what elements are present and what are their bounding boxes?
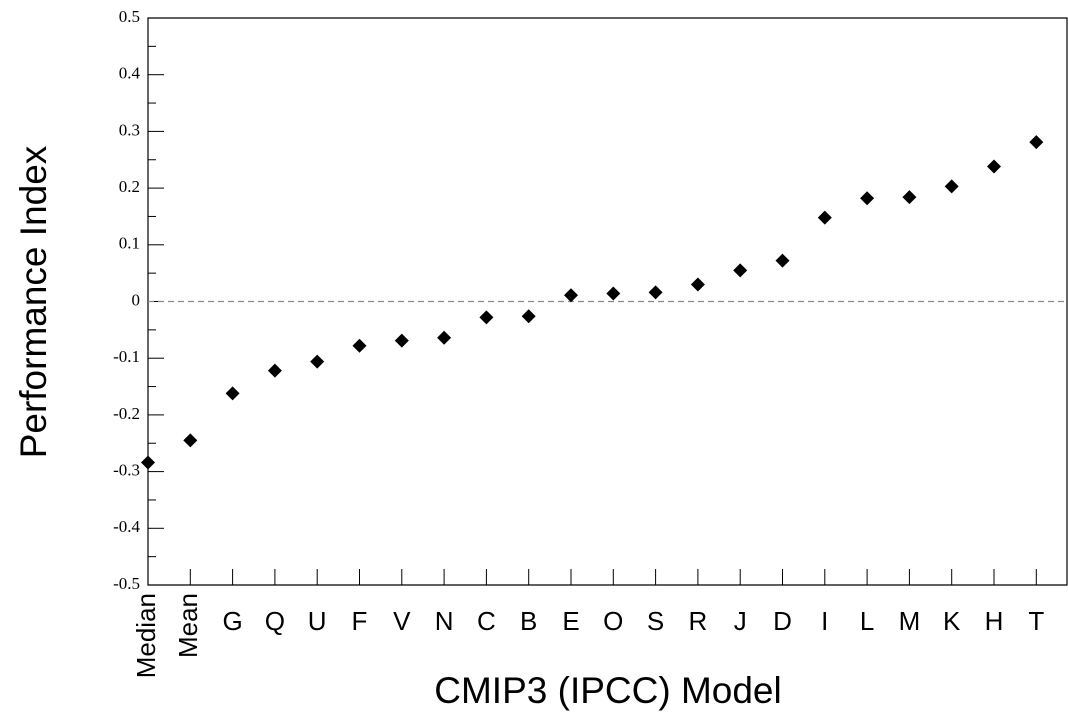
x-tick-label: Median <box>131 593 161 678</box>
point <box>267 363 282 378</box>
x-tick-label: V <box>393 606 411 636</box>
point <box>310 354 325 369</box>
x-tick-label: Mean <box>173 593 203 658</box>
point <box>225 386 240 401</box>
x-tick-label: C <box>477 606 496 636</box>
point <box>352 338 367 353</box>
x-tick-label: T <box>1028 606 1044 636</box>
point <box>648 285 663 300</box>
x-tick-label: L <box>860 606 874 636</box>
x-tick-label: G <box>222 606 242 636</box>
point <box>521 309 536 324</box>
y-tick-label: -0.5 <box>113 574 140 593</box>
point <box>860 191 875 206</box>
x-tick-label: O <box>603 606 623 636</box>
point <box>817 210 832 225</box>
y-tick-label: 0.2 <box>119 177 140 196</box>
point <box>944 179 959 194</box>
x-tick-label: I <box>821 606 828 636</box>
plot-frame <box>147 17 1068 586</box>
x-tick-label: B <box>520 606 537 636</box>
x-tick-label: R <box>689 606 708 636</box>
x-tick-label: J <box>734 606 747 636</box>
x-tick-label: K <box>943 606 961 636</box>
y-tick-label: -0.3 <box>113 461 140 480</box>
point <box>394 333 409 348</box>
y-tick-label: -0.2 <box>113 404 140 423</box>
x-tick-label: H <box>985 606 1004 636</box>
y-tick-label: -0.1 <box>113 347 140 366</box>
point <box>606 286 621 301</box>
point <box>437 330 452 345</box>
point <box>141 455 155 470</box>
y-tick-label: 0.4 <box>119 64 141 83</box>
point <box>690 277 705 292</box>
x-tick-label: F <box>352 606 368 636</box>
y-tick-label: 0.3 <box>119 120 140 139</box>
point <box>987 159 1001 174</box>
x-tick-label: Q <box>265 606 285 636</box>
point <box>775 253 790 268</box>
y-tick-label: 0.1 <box>119 234 140 253</box>
x-tick-label: D <box>773 606 792 636</box>
point <box>1029 135 1044 150</box>
x-tick-label: N <box>435 606 454 636</box>
x-tick-label: U <box>308 606 327 636</box>
point <box>902 190 917 205</box>
y-axis-title: Performance Index <box>13 145 54 458</box>
x-tick-label: E <box>562 606 579 636</box>
point <box>479 310 494 325</box>
x-tick-label: S <box>647 606 664 636</box>
y-tick-label: 0 <box>132 290 141 309</box>
point <box>183 433 198 448</box>
x-axis-title: CMIP3 (IPCC) Model <box>434 670 781 711</box>
y-tick-label: -0.4 <box>113 517 140 536</box>
point <box>564 288 578 303</box>
point <box>733 263 748 278</box>
x-tick-label: M <box>899 606 921 636</box>
y-tick-label: 0.5 <box>119 7 140 26</box>
